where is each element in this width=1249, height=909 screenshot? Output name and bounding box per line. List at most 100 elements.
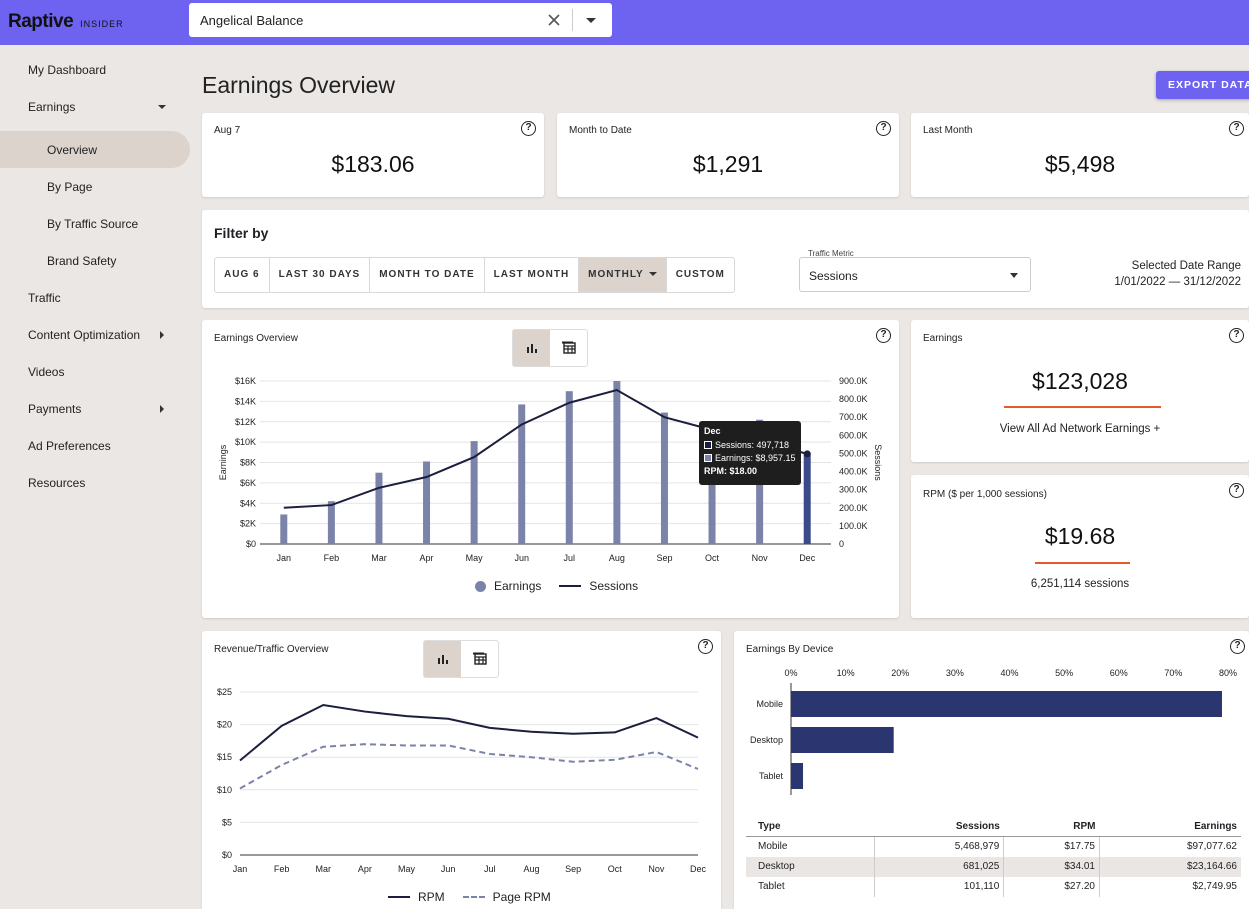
tooltip-month: Dec xyxy=(704,426,721,436)
help-icon[interactable]: ? xyxy=(521,121,536,136)
y-tick-label: $8K xyxy=(240,458,256,468)
filter-aug-6-button[interactable]: AUG 6 xyxy=(215,258,270,292)
date-range-value: 1/01/2022 — 31/12/2022 xyxy=(1114,276,1241,288)
filter-monthly-label: MONTHLY xyxy=(588,269,644,280)
x-tick-label: Sep xyxy=(656,553,672,563)
device-table: Type Sessions RPM Earnings Mobile 5,468,… xyxy=(746,817,1241,897)
filter-monthly-button[interactable]: MONTHLY xyxy=(579,258,667,292)
chevron-down-icon xyxy=(648,272,657,276)
legend-rpm-swatch xyxy=(388,896,410,898)
col-type[interactable]: Type xyxy=(746,817,875,837)
x-tick-label: May xyxy=(398,864,416,874)
y2-tick-label: 500.0K xyxy=(839,448,868,458)
close-icon[interactable] xyxy=(546,12,562,28)
x-tick-label: 60% xyxy=(1110,668,1128,678)
col-earnings[interactable]: Earnings xyxy=(1099,817,1241,837)
bar-earnings-feb xyxy=(327,501,335,544)
bar-chart-icon xyxy=(526,344,537,353)
traffic-metric-value: Sessions xyxy=(809,269,858,283)
bar-earnings-mar xyxy=(375,472,383,544)
table-row: Mobile 5,468,979 $17.75 $97,077.62 xyxy=(746,836,1241,857)
table-view-button[interactable] xyxy=(461,641,498,677)
help-icon[interactable]: ? xyxy=(876,121,891,136)
sidebar-item-resources[interactable]: Resources xyxy=(28,476,86,490)
col-rpm[interactable]: RPM xyxy=(1003,817,1100,837)
table-icon xyxy=(561,341,576,354)
chevron-right-icon[interactable] xyxy=(160,405,164,413)
y-tick-label: $14K xyxy=(235,396,256,406)
export-data-button[interactable]: EXPORT DATA xyxy=(1156,71,1249,99)
table-view-button[interactable] xyxy=(550,330,587,366)
x-tick-label: 0% xyxy=(784,668,797,678)
summary-value: $183.06 xyxy=(331,151,415,177)
help-icon[interactable]: ? xyxy=(1230,639,1245,654)
top-bar: Raptive INSIDER Angelical Balance xyxy=(0,0,1249,45)
sidebar-item-content-optimization[interactable]: Content Optimization xyxy=(28,328,141,342)
legend-page-rpm[interactable]: Page RPM xyxy=(492,890,551,904)
sidebar-item-ad-preferences[interactable]: Ad Preferences xyxy=(28,439,111,453)
brand-logo[interactable]: Raptive INSIDER xyxy=(8,11,124,33)
y-tick-label: $20 xyxy=(217,720,232,730)
chevron-right-icon[interactable] xyxy=(160,331,164,339)
value-underline xyxy=(1004,406,1161,408)
traffic-metric-select[interactable]: Sessions xyxy=(799,257,1031,292)
filter-last-30-days-button[interactable]: LAST 30 DAYS xyxy=(270,258,371,292)
sidebar-item-videos[interactable]: Videos xyxy=(28,365,65,379)
x-tick-label: 20% xyxy=(891,668,909,678)
summary-value: $5,498 xyxy=(1044,151,1116,177)
summary-card-month-to-date: Month to Date ? $1,291 xyxy=(557,113,899,197)
y2-tick-label: 300.0K xyxy=(839,485,868,495)
legend-sessions[interactable]: Sessions xyxy=(589,579,639,593)
chevron-down-icon[interactable] xyxy=(158,105,166,109)
site-selector[interactable]: Angelical Balance xyxy=(189,3,612,37)
sidebar-item-payments[interactable]: Payments xyxy=(28,402,82,416)
sidebar-item-by-page[interactable]: By Page xyxy=(47,180,93,194)
x-tick-label: Apr xyxy=(358,864,372,874)
summary-card-last-month: Last Month ? $5,498 xyxy=(911,113,1249,197)
chevron-down-icon[interactable] xyxy=(586,18,596,23)
y-tick-label: $5 xyxy=(222,817,232,827)
x-tick-label: Jul xyxy=(564,553,576,563)
bar-chart-view-button[interactable] xyxy=(424,641,461,677)
help-icon[interactable]: ? xyxy=(698,639,713,654)
x-tick-label: Aug xyxy=(523,864,539,874)
x-tick-label: 40% xyxy=(1000,668,1018,678)
y2-axis-label: Sessions xyxy=(873,444,883,481)
cell-rpm: $34.01 xyxy=(1003,856,1100,877)
legend-earnings-swatch xyxy=(475,580,486,592)
bar-earnings-oct xyxy=(708,429,716,544)
sidebar-item-by-traffic-source[interactable]: By Traffic Source xyxy=(47,217,139,231)
filter-last-month-button[interactable]: LAST MONTH xyxy=(485,258,580,292)
rpm-value: $19.68 xyxy=(1044,523,1116,549)
filter-month-to-date-button[interactable]: MONTH TO DATE xyxy=(370,258,485,292)
x-tick-label: Oct xyxy=(705,553,720,563)
legend-rpm[interactable]: RPM xyxy=(418,890,445,904)
sidebar-item-brand-safety[interactable]: Brand Safety xyxy=(47,254,117,268)
legend-earnings[interactable]: Earnings xyxy=(494,579,542,593)
site-selector-value: Angelical Balance xyxy=(200,13,304,28)
bar-chart-view-button[interactable] xyxy=(513,330,550,366)
brand-name: Raptive xyxy=(8,11,74,32)
bar-earnings-dec xyxy=(803,452,811,544)
cell-type: Desktop xyxy=(746,856,876,877)
x-tick-label: Mar xyxy=(316,864,332,874)
bar-device-tablet xyxy=(791,763,804,789)
x-tick-label: 50% xyxy=(1055,668,1073,678)
y-tick-label: Desktop xyxy=(750,735,783,745)
help-icon[interactable]: ? xyxy=(876,328,891,343)
filter-custom-button[interactable]: CUSTOM xyxy=(675,269,725,280)
filter-title: Filter by xyxy=(214,225,269,241)
sidebar-item-earnings[interactable]: Earnings xyxy=(28,100,76,114)
help-icon[interactable]: ? xyxy=(1229,121,1244,136)
help-icon[interactable]: ? xyxy=(1229,328,1244,343)
sidebar-item-traffic[interactable]: Traffic xyxy=(28,291,61,305)
tooltip-earnings-row: Earnings: $8,957.15 xyxy=(704,453,796,463)
sidebar-item-my-dashboard[interactable]: My Dashboard xyxy=(28,63,107,77)
earnings-swatch xyxy=(704,454,712,462)
x-tick-label: 10% xyxy=(837,668,855,678)
sidebar-item-overview[interactable]: Overview xyxy=(47,143,98,157)
col-sessions[interactable]: Sessions xyxy=(874,817,1004,837)
cell-sessions: 101,110 xyxy=(874,876,1005,897)
help-icon[interactable]: ? xyxy=(1229,483,1244,498)
view-all-earnings-link[interactable]: View All Ad Network Earnings + xyxy=(999,423,1161,435)
